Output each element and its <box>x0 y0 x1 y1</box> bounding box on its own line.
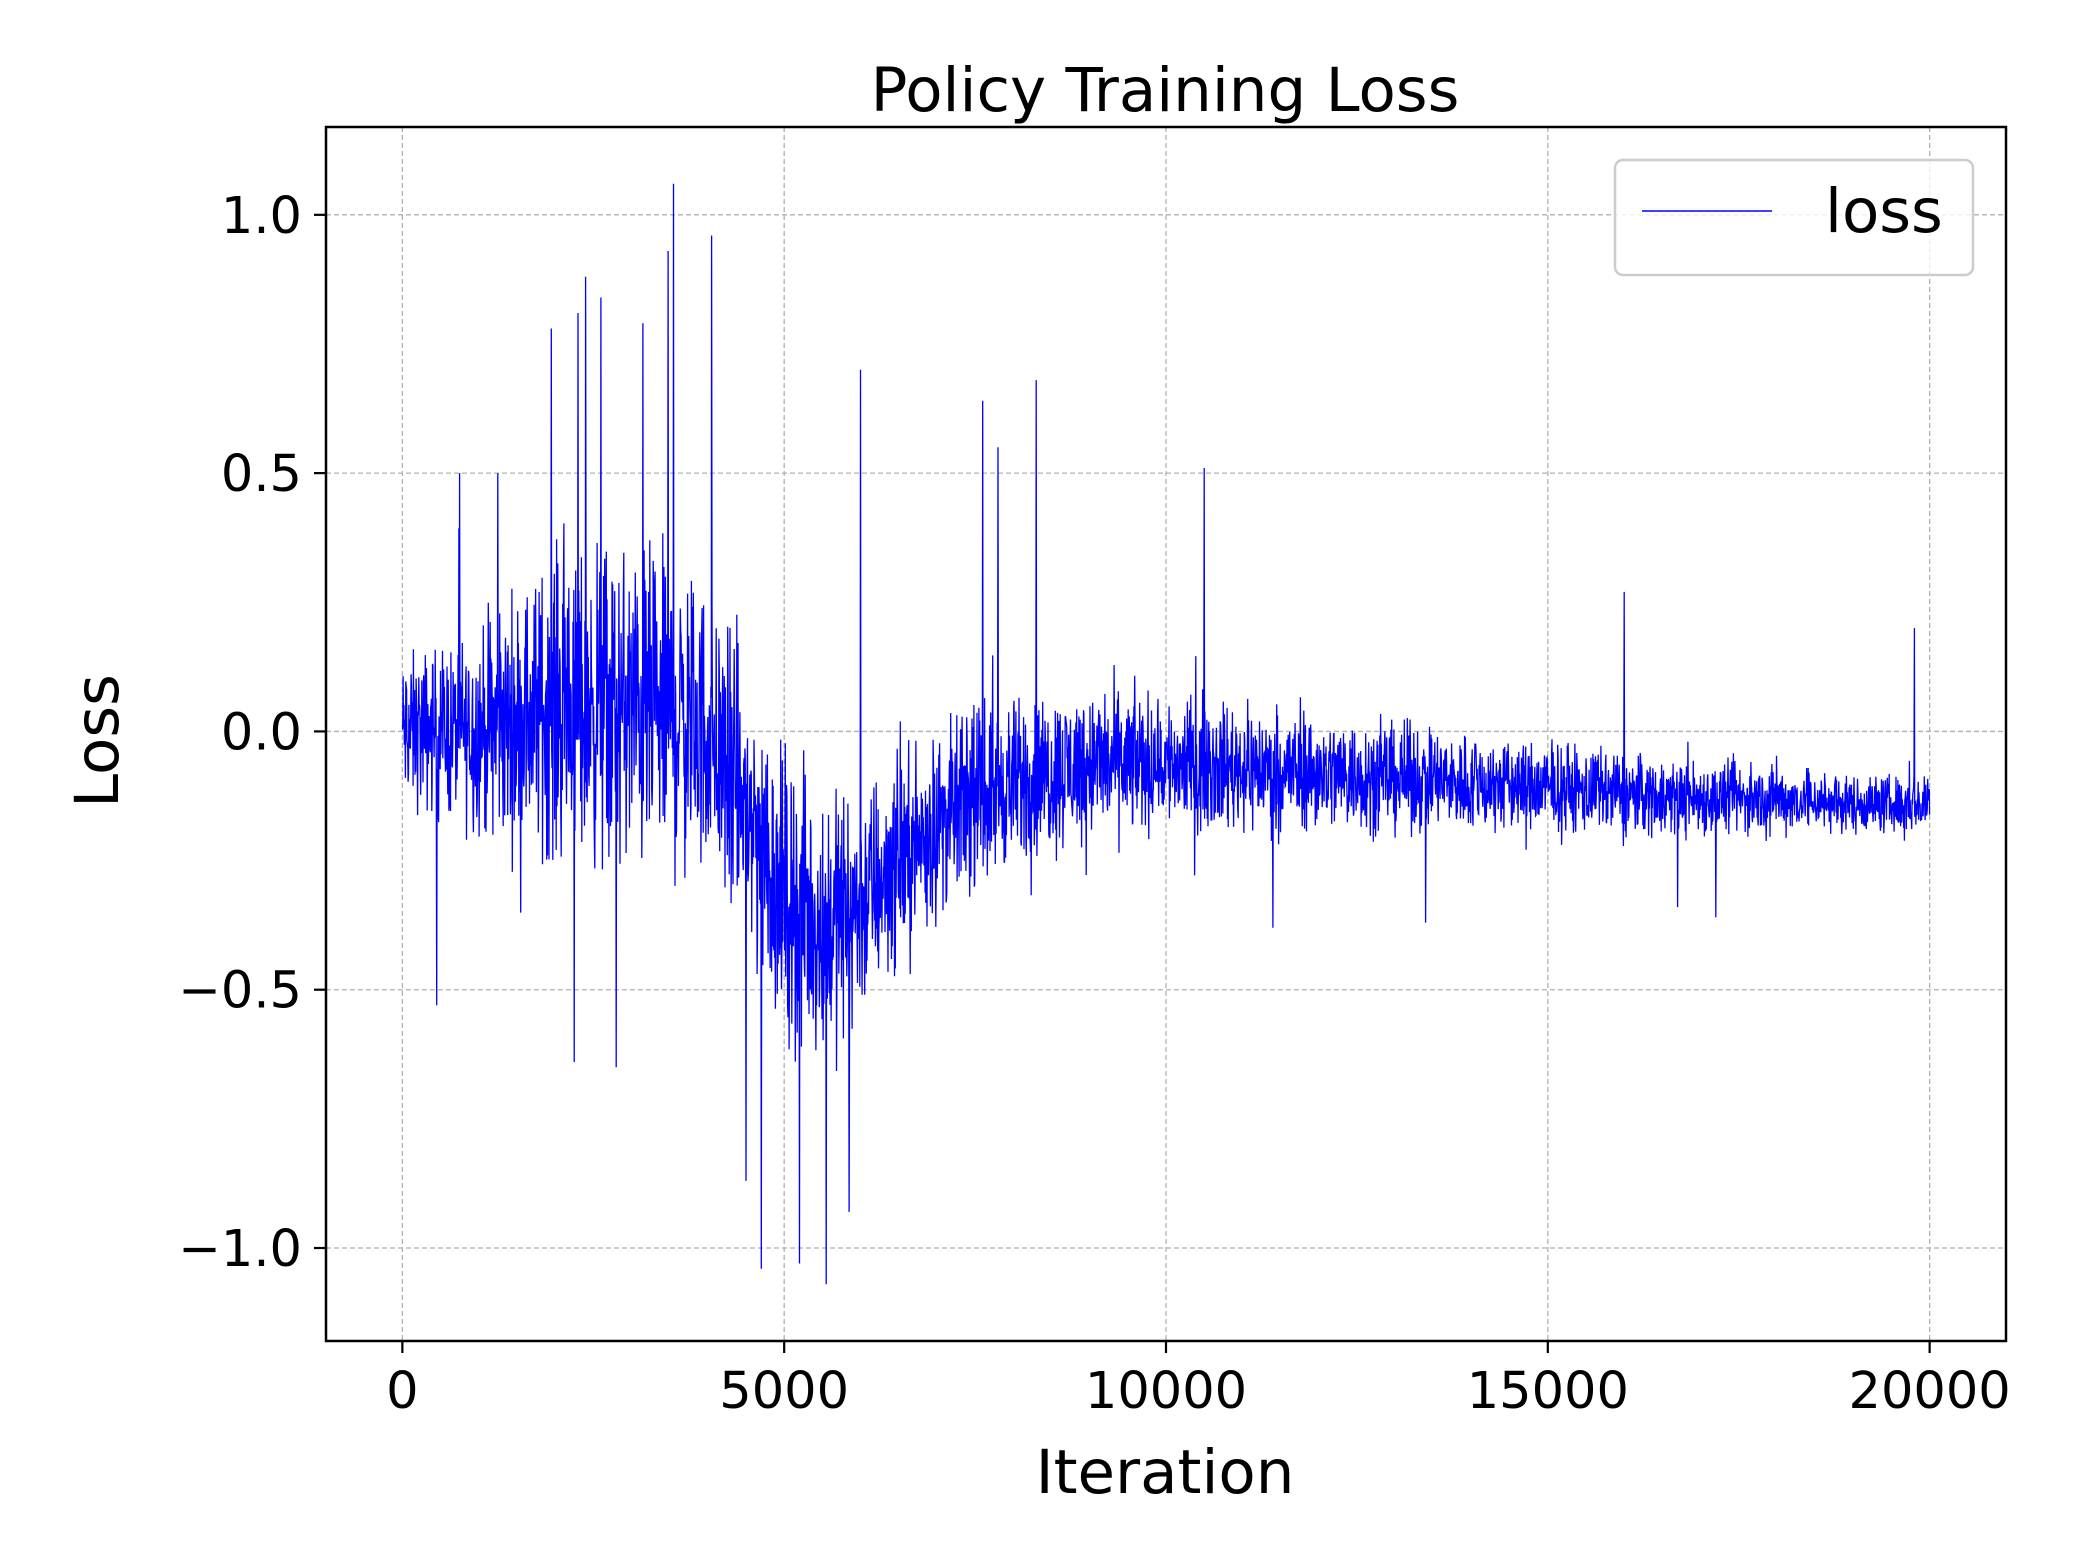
y-tick-label: 0.0 <box>221 703 302 762</box>
legend-box <box>1613 158 1975 277</box>
x-tick-label: 5000 <box>719 1362 849 1421</box>
ticks: 0 5000 10000 15000 20000 −1.0 −0.5 0.0 0.5 1.0 <box>178 187 2011 1421</box>
series-line-loss <box>401 183 1931 1285</box>
y-tick-label: 1.0 <box>221 187 302 246</box>
y-tick-label: −1.0 <box>178 1220 302 1279</box>
legend: loss <box>1613 158 1975 277</box>
x-tick-label: 10000 <box>1085 1362 1247 1421</box>
legend-label-loss: loss <box>1825 176 1943 247</box>
y-tick-label: 0.5 <box>221 445 302 504</box>
series-loss <box>401 183 1931 1285</box>
y-tick-label: −0.5 <box>178 962 302 1021</box>
y-axis-label: Loss <box>62 674 133 808</box>
chart-title: Policy Training Loss <box>871 55 1460 126</box>
x-tick-label: 0 <box>386 1362 418 1421</box>
x-axis-label: Iteration <box>1036 1437 1295 1508</box>
x-tick-label: 15000 <box>1467 1362 1629 1421</box>
x-tick-label: 20000 <box>1849 1362 2011 1421</box>
